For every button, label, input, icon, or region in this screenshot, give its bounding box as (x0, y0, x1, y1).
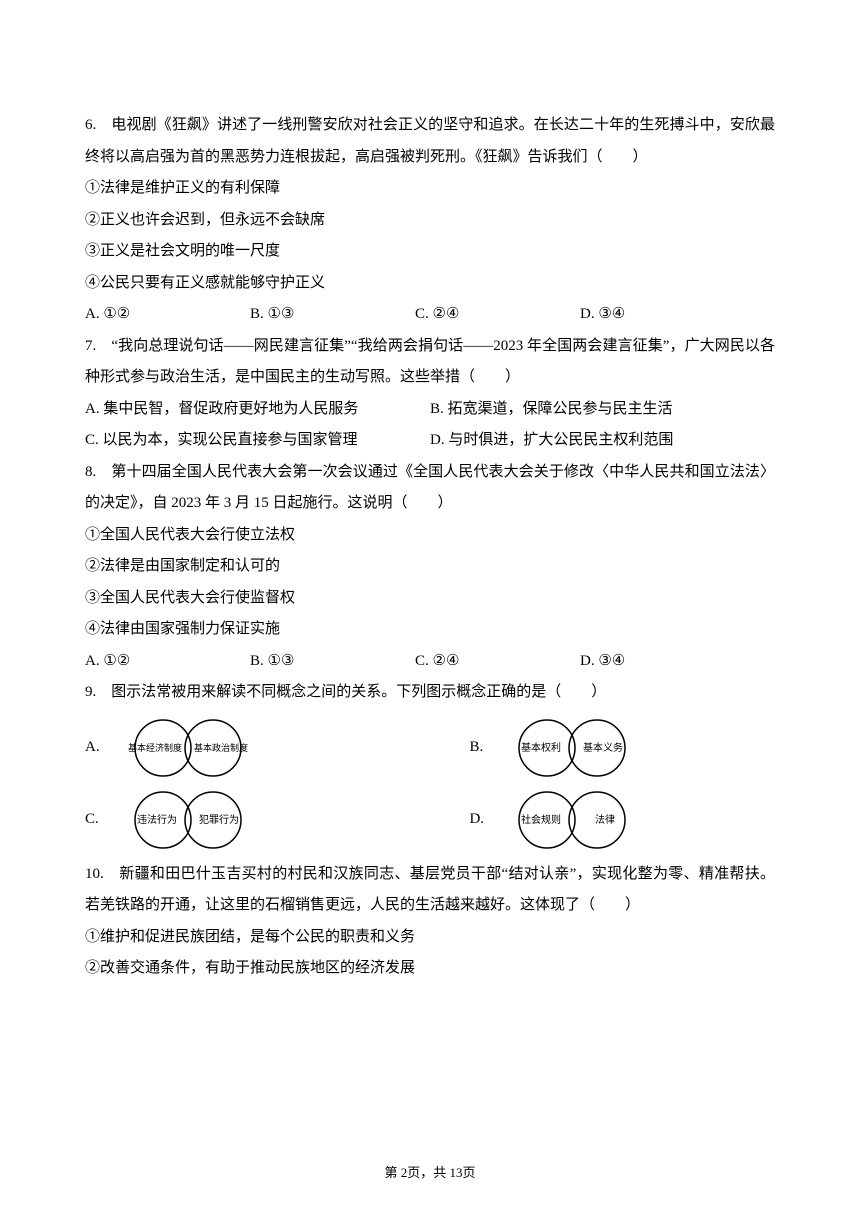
q7-option-d: D. 与时俱进，扩大公民民主权利范围 (430, 425, 775, 457)
venn-c-right: 犯罪行为 (199, 813, 239, 826)
q8-option-b: B. ①③ (250, 646, 415, 678)
q6-option-c: C. ②④ (415, 299, 580, 331)
q6-number: 6. (85, 117, 96, 133)
q8-item1: ①全国人民代表大会行使立法权 (85, 520, 775, 552)
q9-label-d: D. (469, 804, 499, 836)
q6-option-b: B. ①③ (250, 299, 415, 331)
venn-d-left: 社会规则 (521, 813, 561, 826)
venn-c: 违法行为 犯罪行为 (115, 787, 391, 853)
q9-label-a: A. (85, 732, 115, 764)
q9-text: 图示法常被用来解读不同概念之间的关系。下列图示概念正确的是（ ） (111, 684, 606, 700)
q7-number: 7. (85, 338, 96, 354)
q6-options: A. ①② B. ①③ C. ②④ D. ③④ (85, 299, 775, 331)
question-10: 10. 新疆和田巴什玉吉买村的村民和汉族同志、基层党员干部“结对认亲”，实现化整… (85, 859, 775, 985)
q7-text: “我向总理说句话——网民建言征集”“我给两会捐句话——2023 年全国两会建言征… (85, 338, 775, 386)
venn-b-right: 基本义务 (583, 741, 623, 754)
q8-text: 第十四届全国人民代表大会第一次会议通过《全国人民代表大会关于修改〈中华人民共和国… (85, 464, 775, 512)
q6-item1: ①法律是维护正义的有利保障 (85, 173, 775, 205)
q8-stem: 8. 第十四届全国人民代表大会第一次会议通过《全国人民代表大会关于修改〈中华人民… (85, 457, 775, 520)
question-9: 9. 图示法常被用来解读不同概念之间的关系。下列图示概念正确的是（ ） A. 基… (85, 677, 775, 853)
venn-b-left: 基本权利 (521, 741, 561, 754)
question-6: 6. 电视剧《狂飙》讲述了一线刑警安欣对社会正义的坚守和追求。在长达二十年的生死… (85, 110, 775, 331)
q8-item4: ④法律由国家强制力保证实施 (85, 614, 775, 646)
q8-item2: ②法律是由国家制定和认可的 (85, 551, 775, 583)
q6-stem: 6. 电视剧《狂飙》讲述了一线刑警安欣对社会正义的坚守和追求。在长达二十年的生死… (85, 110, 775, 173)
q6-option-a: A. ①② (85, 299, 250, 331)
q6-text: 电视剧《狂飙》讲述了一线刑警安欣对社会正义的坚守和追求。在长达二十年的生死搏斗中… (85, 117, 775, 165)
q6-item2: ②正义也许会迟到，但永远不会缺席 (85, 205, 775, 237)
q10-text: 新疆和田巴什玉吉买村的村民和汉族同志、基层党员干部“结对认亲”，实现化整为零、精… (85, 866, 775, 914)
venn-a-right: 基本政治制度 (194, 742, 248, 753)
q6-item3: ③正义是社会文明的唯一尺度 (85, 236, 775, 268)
q7-option-b: B. 拓宽渠道，保障公民参与民主生活 (430, 394, 775, 426)
q7-options: A. 集中民智，督促政府更好地为人民服务 B. 拓宽渠道，保障公民参与民主生活 … (85, 394, 775, 457)
q6-option-d: D. ③④ (580, 299, 625, 331)
q9-row2: C. 违法行为 犯罪行为 D. 社会规则 法律 (85, 787, 775, 853)
q6-item4: ④公民只要有正义感就能够守护正义 (85, 268, 775, 300)
q10-item1: ①维护和促进民族团结，是每个公民的职责和义务 (85, 922, 775, 954)
question-8: 8. 第十四届全国人民代表大会第一次会议通过《全国人民代表大会关于修改〈中华人民… (85, 457, 775, 678)
q7-option-c: C. 以民为本，实现公民直接参与国家管理 (85, 425, 430, 457)
venn-d: 社会规则 法律 (499, 787, 775, 853)
q8-option-d: D. ③④ (580, 646, 625, 678)
q9-row1: A. 基本经济制度 基本政治制度 B. 基本权利 基本义务 (85, 715, 775, 781)
q9-stem: 9. 图示法常被用来解读不同概念之间的关系。下列图示概念正确的是（ ） (85, 677, 775, 709)
q10-stem: 10. 新疆和田巴什玉吉买村的村民和汉族同志、基层党员干部“结对认亲”，实现化整… (85, 859, 775, 922)
venn-a-left: 基本经济制度 (128, 742, 182, 753)
question-7: 7. “我向总理说句话——网民建言征集”“我给两会捐句话——2023 年全国两会… (85, 331, 775, 457)
venn-a: 基本经济制度 基本政治制度 (115, 715, 391, 781)
venn-b: 基本权利 基本义务 (499, 715, 775, 781)
venn-d-right: 法律 (595, 813, 615, 826)
q7-option-a: A. 集中民智，督促政府更好地为人民服务 (85, 394, 430, 426)
page-footer: 第 2页，共 13页 (0, 1159, 860, 1186)
q8-number: 8. (85, 464, 96, 480)
q8-option-a: A. ①② (85, 646, 250, 678)
q8-item3: ③全国人民代表大会行使监督权 (85, 583, 775, 615)
q9-label-c: C. (85, 804, 115, 836)
q9-number: 9. (85, 684, 96, 700)
q10-item2: ②改善交通条件，有助于推动民族地区的经济发展 (85, 953, 775, 985)
q10-number: 10. (85, 866, 104, 882)
q8-options: A. ①② B. ①③ C. ②④ D. ③④ (85, 646, 775, 678)
q8-option-c: C. ②④ (415, 646, 580, 678)
q7-stem: 7. “我向总理说句话——网民建言征集”“我给两会捐句话——2023 年全国两会… (85, 331, 775, 394)
venn-c-left: 违法行为 (137, 813, 177, 826)
q9-label-b: B. (469, 732, 499, 764)
